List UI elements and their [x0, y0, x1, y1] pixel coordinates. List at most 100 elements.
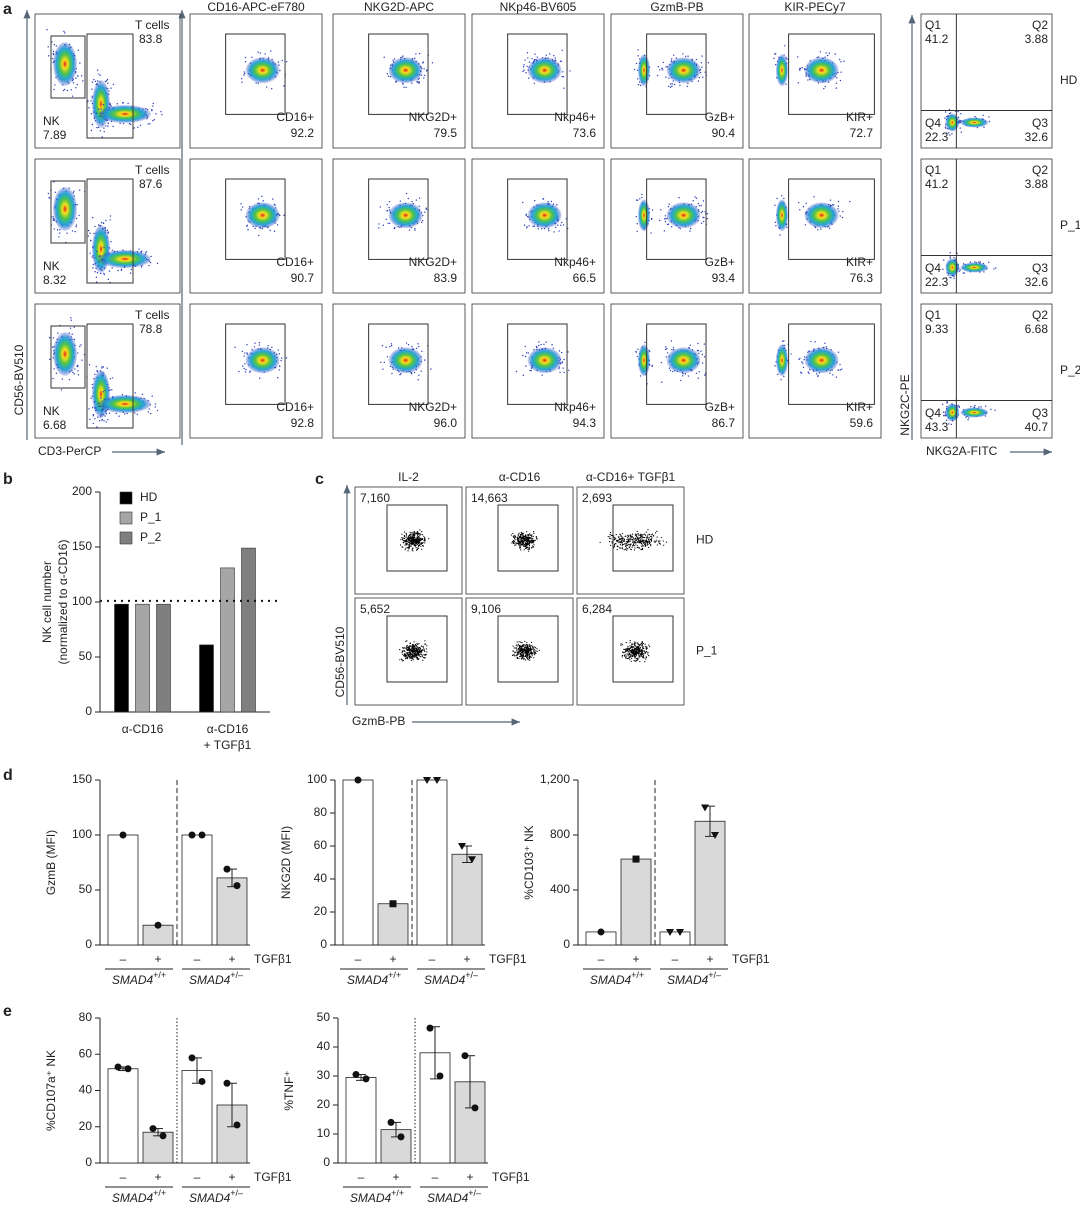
event-dot [671, 85, 673, 87]
event-dot [418, 81, 420, 83]
event-dot [637, 533, 639, 535]
event-dot [96, 126, 98, 129]
legend-swatch [119, 511, 133, 525]
event-dot [413, 645, 415, 648]
event-dot [520, 531, 522, 534]
event-dot [49, 358, 51, 361]
event-dot [156, 409, 159, 412]
event-dot [410, 649, 412, 651]
event-dot [518, 544, 520, 546]
event-dot [560, 224, 562, 226]
event-dot [111, 389, 113, 391]
event-dot [697, 342, 699, 345]
event-dot [257, 198, 260, 200]
event-dot [419, 541, 421, 544]
event-dot [637, 49, 639, 51]
event-dot [528, 550, 530, 552]
gate [788, 33, 875, 115]
event-dot [561, 361, 564, 363]
event-dot [129, 272, 132, 274]
density [245, 57, 280, 84]
event-dot [780, 378, 782, 381]
event-dot [53, 181, 55, 183]
event-dot [399, 374, 401, 376]
axis-label: NKG2A-FITC [926, 444, 998, 458]
event-dot [634, 540, 636, 542]
event-dot [103, 127, 105, 129]
event-dot [774, 63, 777, 66]
event-dot [799, 357, 801, 360]
event-dot [529, 369, 531, 372]
event-dot [522, 374, 525, 377]
event-dot [75, 217, 78, 220]
event-dot [777, 373, 779, 376]
event-dot [415, 654, 417, 656]
gate [368, 178, 429, 260]
event-dot [53, 228, 55, 230]
event-dot [560, 60, 562, 63]
event-dot [424, 643, 427, 645]
event-dot [531, 534, 533, 536]
bar [199, 644, 214, 713]
event-dot [967, 419, 969, 421]
event-dot [52, 52, 54, 55]
event-dot [530, 534, 532, 536]
event-dot [265, 86, 268, 88]
event-dot [835, 87, 838, 89]
event-dot [378, 227, 380, 229]
event-dot [536, 538, 538, 540]
event-dot [241, 350, 244, 353]
event-dot [91, 383, 93, 386]
event-dot [94, 271, 96, 273]
event-dot [644, 341, 646, 344]
event-dot [422, 646, 424, 648]
event-dot [619, 533, 621, 535]
event-dot [629, 540, 631, 542]
event-dot [523, 224, 526, 226]
event-dot [77, 352, 79, 354]
event-dot [635, 539, 637, 542]
event-dot [417, 542, 419, 545]
density [53, 187, 77, 231]
event-dot [694, 196, 696, 198]
event-dot [410, 544, 412, 546]
event-dot [424, 653, 426, 655]
density [99, 395, 151, 413]
event-dot [838, 210, 840, 212]
event-dot [621, 538, 624, 540]
event-dot [558, 368, 560, 370]
event-dot [810, 340, 812, 343]
event-dot [697, 80, 700, 82]
plot-frame [920, 13, 1053, 149]
event-dot [519, 542, 521, 544]
density [804, 347, 839, 374]
density [527, 347, 562, 374]
event-dot [525, 534, 527, 536]
event-dot [515, 536, 517, 538]
event-dot [639, 534, 642, 536]
event-dot [419, 652, 421, 654]
event-dot [515, 370, 518, 373]
event-dot [654, 541, 656, 543]
event-dot [697, 349, 700, 352]
event-dot [412, 541, 414, 544]
event-dot [615, 533, 617, 536]
event-dot [102, 366, 105, 368]
event-dot [668, 77, 670, 79]
event-dot [387, 75, 390, 77]
density [804, 57, 839, 84]
event-dot [407, 652, 409, 654]
event-dot [553, 54, 555, 57]
event-dot [517, 535, 519, 537]
event-dot [91, 406, 94, 409]
event-dot [420, 650, 423, 652]
event-dot [55, 45, 58, 47]
event-dot [839, 363, 841, 366]
event-dot [534, 539, 536, 541]
event-dot [646, 537, 648, 539]
event-dot [70, 319, 73, 321]
event-dot [111, 267, 113, 269]
event-dot [629, 545, 631, 547]
event-dot [415, 540, 417, 542]
event-dot [103, 131, 105, 133]
